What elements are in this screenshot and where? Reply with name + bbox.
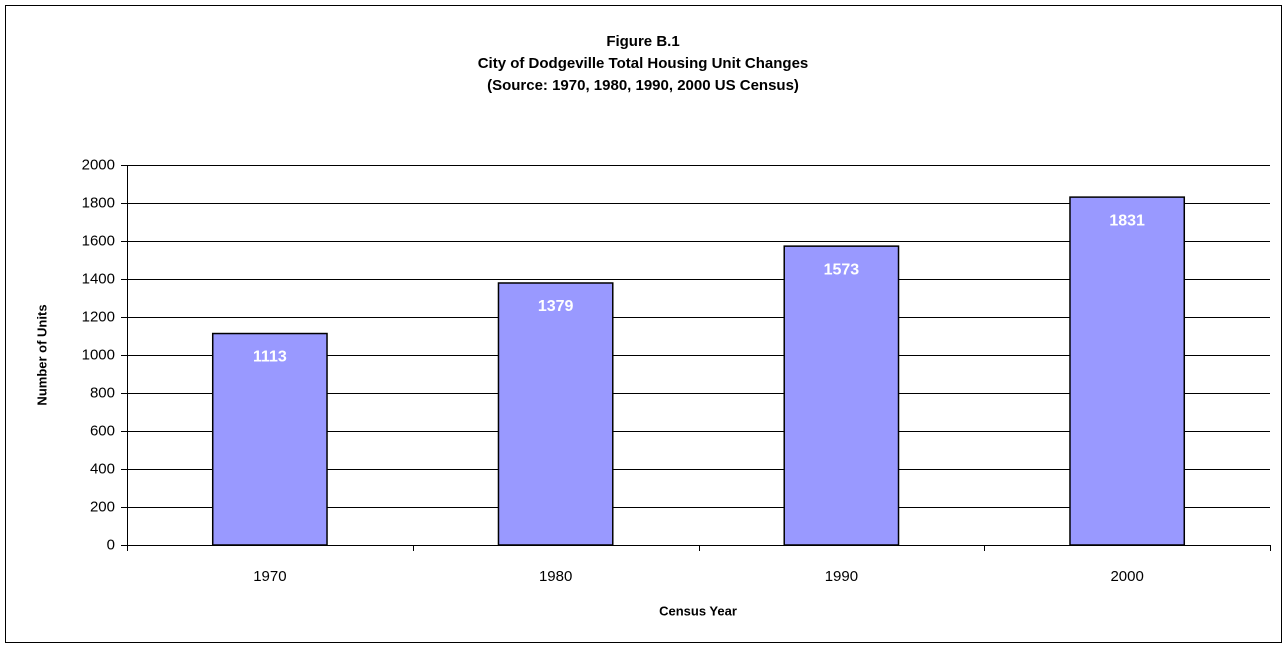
y-tick-label: 200 xyxy=(90,498,115,515)
bar xyxy=(1069,196,1186,546)
x-tick-label: 2000 xyxy=(1110,568,1143,585)
y-tick-label: 600 xyxy=(90,422,115,439)
data-label: 1379 xyxy=(538,298,574,315)
chart-title: (Source: 1970, 1980, 1990, 2000 US Censu… xyxy=(487,77,799,94)
y-tick-label: 400 xyxy=(90,460,115,477)
y-axis-title: Number of Units xyxy=(34,304,49,405)
y-tick-label: 1600 xyxy=(82,232,115,249)
data-label: 1573 xyxy=(824,261,860,278)
y-tick-label: 2000 xyxy=(82,156,115,173)
x-tick-label: 1980 xyxy=(539,568,572,585)
y-tick-label: 1400 xyxy=(82,270,115,287)
y-tick-label: 1200 xyxy=(82,308,115,325)
data-label: 1831 xyxy=(1109,212,1145,229)
chart-title: Figure B.1 xyxy=(606,33,679,50)
y-tick-label: 0 xyxy=(107,536,115,553)
x-axis-title: Census Year xyxy=(659,603,737,618)
y-tick-label: 1000 xyxy=(82,346,115,363)
bar xyxy=(783,245,900,546)
chart-title: City of Dodgeville Total Housing Unit Ch… xyxy=(478,55,809,72)
bar xyxy=(497,282,614,546)
x-tick-label: 1970 xyxy=(253,568,286,585)
y-tick-label: 800 xyxy=(90,384,115,401)
y-tick-label: 1800 xyxy=(82,194,115,211)
data-label: 1113 xyxy=(253,349,287,366)
x-tick-label: 1990 xyxy=(825,568,858,585)
